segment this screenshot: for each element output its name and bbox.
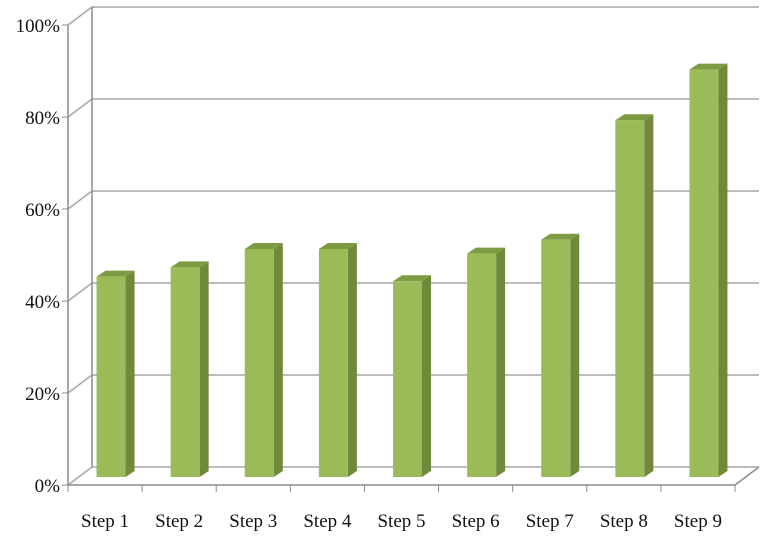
bar-top (467, 247, 506, 254)
y-tick-label: 80% (25, 108, 60, 129)
x-tick-label: Step 7 (526, 511, 574, 532)
gridline-diagonal (67, 190, 93, 210)
bar-side (718, 63, 728, 477)
x-tick-label: Step 2 (155, 511, 203, 532)
bar (96, 270, 135, 477)
bar (170, 261, 209, 477)
gridline-diagonal (67, 282, 93, 302)
gridline-diagonal (67, 466, 93, 486)
x-tick-label: Step 4 (303, 511, 352, 532)
x-tick-label: Step 8 (600, 511, 648, 532)
bar-top (96, 270, 135, 277)
bars (96, 63, 728, 477)
bar-side (125, 270, 135, 477)
bar (541, 233, 580, 477)
bar-top (170, 261, 209, 268)
bar-front (318, 249, 348, 477)
gridline-diagonal (67, 374, 93, 394)
y-tick-label: 60% (25, 200, 60, 221)
bar-front (615, 120, 645, 477)
bar (615, 114, 654, 477)
gridline-diagonal (67, 6, 93, 26)
bar-front (467, 253, 497, 477)
y-tick-label: 40% (25, 292, 60, 313)
x-tick-label: Step 5 (377, 511, 425, 532)
x-tick-label: Step 6 (452, 511, 500, 532)
bar-side (422, 275, 431, 477)
y-tick-label: 0% (35, 476, 61, 497)
bar (467, 247, 506, 477)
x-tick-label: Step 3 (229, 511, 277, 532)
bar-side (273, 243, 283, 477)
x-tick-label: Step 9 (674, 511, 722, 532)
bar-side (496, 247, 506, 477)
gridline-diagonal (67, 98, 93, 118)
bar (393, 275, 431, 477)
bar-top (541, 233, 580, 240)
axes (62, 7, 760, 492)
bar-top (689, 63, 728, 70)
bar-front (541, 239, 571, 477)
bar-top (244, 243, 283, 249)
x-tick-label: Step 1 (81, 511, 129, 532)
bar-top (318, 243, 357, 249)
bar-top (393, 275, 431, 282)
labels: 0% 20% 40% 60% 80% 100% Step 1 Step 2 Step 3 Step… (16, 16, 722, 532)
bar-side (199, 261, 209, 477)
bar (689, 63, 728, 477)
bar-front (170, 267, 200, 477)
bar-side (347, 243, 357, 477)
bar-top (615, 114, 654, 121)
bar-front (393, 281, 422, 477)
bar-front (96, 276, 126, 477)
bar-front (689, 69, 719, 477)
bar (244, 243, 283, 477)
y-tick-label: 20% (25, 384, 60, 405)
bar-side (570, 233, 580, 477)
bar-front (244, 249, 274, 477)
bar-side (644, 114, 654, 477)
floor-right-edge (734, 466, 760, 486)
bar (318, 243, 357, 477)
y-tick-label: 100% (16, 16, 61, 37)
